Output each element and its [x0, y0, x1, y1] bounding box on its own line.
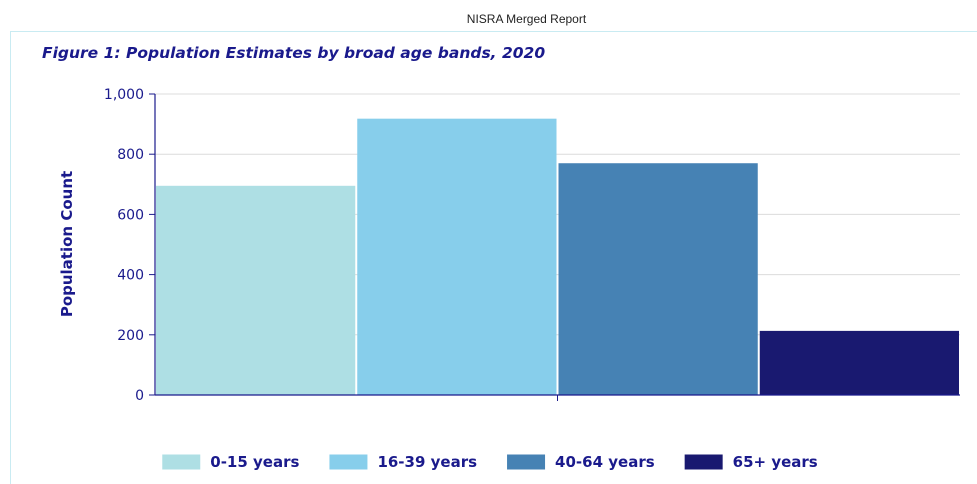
legend-label: 40-64 years: [555, 453, 655, 471]
bar-40-64-years: [558, 163, 758, 395]
legend-label: 16-39 years: [377, 453, 477, 471]
legend-swatch: [684, 454, 723, 470]
bar-16-39-years: [357, 118, 557, 395]
legend-swatch: [329, 454, 368, 470]
y-axis-label: Population Count: [58, 171, 76, 317]
bars: [156, 118, 959, 395]
legend-swatch: [507, 454, 546, 470]
legend-label: 65+ years: [733, 453, 818, 471]
y-tick-label: 400: [117, 268, 144, 284]
y-tick-label: 0: [135, 388, 144, 404]
frame-border-top: [10, 31, 977, 32]
y-tick-label: 1,000: [104, 87, 144, 103]
legend-swatch: [162, 454, 201, 470]
legend: 0-15 years 16-39 years 40-64 years 65+ year…: [162, 453, 818, 471]
bar-0-15-years: [156, 185, 356, 395]
legend-label: 0-15 years: [210, 453, 299, 471]
y-tick-label: 600: [117, 207, 144, 223]
report-header: NISRA Merged Report: [466, 12, 587, 26]
y-tick-label: 800: [117, 147, 144, 163]
y-tick-label: 200: [117, 328, 144, 344]
frame-border-left: [10, 31, 11, 484]
figure-title: Figure 1: Population Estimates by broad …: [42, 44, 546, 62]
bar-65-years: [759, 330, 959, 395]
axes: 0 200 400 600 800 1,000: [104, 87, 960, 404]
